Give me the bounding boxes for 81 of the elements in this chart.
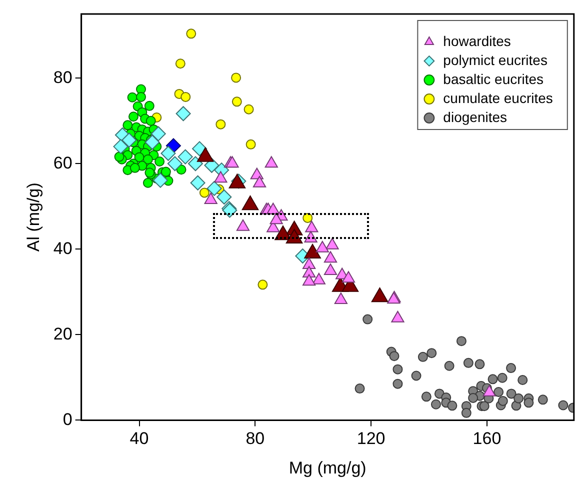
point bbox=[178, 149, 193, 164]
point bbox=[188, 156, 203, 172]
point bbox=[142, 154, 153, 164]
x-tick-label: 80 bbox=[246, 429, 265, 448]
point bbox=[468, 392, 478, 403]
y-tick-label: 0 bbox=[62, 410, 72, 429]
point bbox=[498, 396, 508, 406]
point bbox=[506, 363, 516, 374]
y-tick-label: 20 bbox=[53, 324, 72, 344]
point bbox=[494, 386, 504, 397]
y-tick-label: 40 bbox=[53, 238, 72, 258]
point bbox=[113, 139, 128, 154]
point bbox=[447, 400, 458, 411]
point bbox=[421, 392, 432, 402]
point bbox=[160, 166, 171, 177]
point bbox=[392, 378, 403, 389]
x-axis-title: Mg (mg/g) bbox=[288, 458, 366, 478]
x-tick-label: 40 bbox=[130, 429, 149, 448]
point bbox=[456, 336, 466, 346]
y-tick-label: 60 bbox=[53, 153, 72, 172]
point bbox=[244, 104, 254, 114]
point bbox=[488, 374, 498, 384]
point bbox=[411, 370, 422, 381]
point bbox=[463, 358, 474, 368]
point bbox=[175, 58, 186, 69]
point bbox=[142, 178, 153, 188]
legend-label: diogenites bbox=[443, 108, 508, 125]
point bbox=[180, 92, 191, 102]
point bbox=[136, 92, 146, 102]
point bbox=[514, 393, 524, 404]
point bbox=[518, 375, 528, 386]
point bbox=[392, 364, 403, 374]
point bbox=[246, 139, 256, 150]
point bbox=[354, 384, 365, 394]
legend-label: cumulate eucrites bbox=[443, 90, 553, 106]
point bbox=[479, 401, 490, 412]
point bbox=[127, 92, 138, 102]
point bbox=[167, 156, 182, 172]
point bbox=[216, 190, 232, 205]
point bbox=[152, 172, 168, 188]
point bbox=[216, 119, 226, 130]
point bbox=[418, 352, 428, 362]
point bbox=[122, 120, 133, 130]
point bbox=[144, 100, 154, 111]
x-tick-label: 160 bbox=[472, 429, 502, 448]
legend-label: basaltic eucrites bbox=[443, 70, 544, 87]
y-tick-label: 80 bbox=[53, 68, 72, 87]
point bbox=[558, 400, 568, 410]
point bbox=[497, 372, 508, 383]
point bbox=[258, 280, 268, 290]
point bbox=[206, 180, 222, 196]
point bbox=[130, 162, 140, 173]
point bbox=[430, 399, 441, 410]
point bbox=[199, 188, 210, 198]
y-axis-title: Al (mg/g) bbox=[24, 182, 43, 252]
point bbox=[128, 112, 138, 122]
x-tick-label: 120 bbox=[356, 429, 386, 448]
point bbox=[426, 348, 437, 358]
point bbox=[231, 72, 242, 83]
point bbox=[160, 146, 176, 161]
point bbox=[146, 116, 156, 126]
point bbox=[186, 28, 196, 39]
point bbox=[190, 175, 206, 190]
point bbox=[144, 134, 160, 150]
point bbox=[122, 132, 137, 148]
point bbox=[302, 212, 313, 223]
point bbox=[461, 408, 472, 418]
point bbox=[362, 314, 373, 324]
point bbox=[176, 106, 191, 122]
point bbox=[538, 394, 548, 405]
legend-label: polymict eucrites bbox=[443, 52, 548, 68]
point bbox=[154, 156, 165, 167]
point bbox=[232, 96, 242, 107]
legend-label: howardites bbox=[443, 32, 511, 49]
point bbox=[524, 398, 534, 408]
point bbox=[150, 126, 166, 142]
point bbox=[506, 388, 516, 399]
point bbox=[474, 359, 485, 370]
point bbox=[389, 351, 400, 362]
point bbox=[114, 152, 124, 162]
point bbox=[444, 360, 454, 371]
